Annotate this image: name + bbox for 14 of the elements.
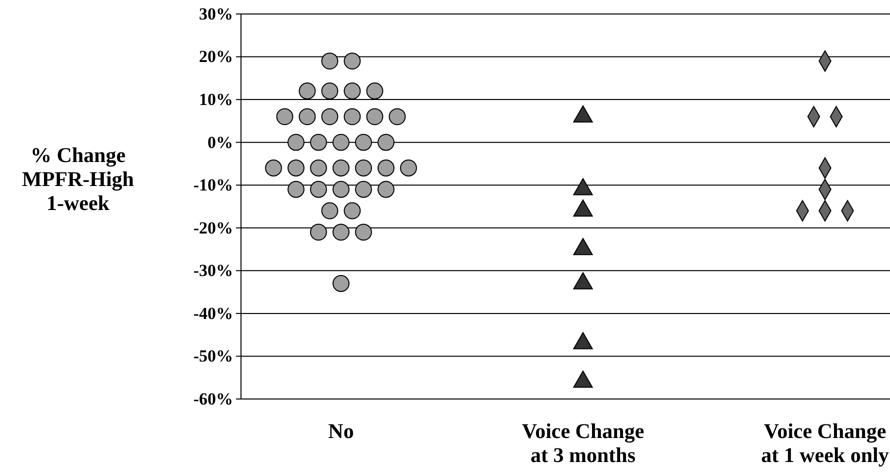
y-tick-label: 30% (199, 4, 233, 24)
y-tick-label: 10% (199, 90, 233, 109)
y-tick-label: -40% (193, 304, 233, 323)
y-tick-label: -20% (193, 218, 233, 238)
x-tick-label: Voice Change at 3 months (522, 419, 644, 467)
y-tick-label: 20% (199, 47, 233, 66)
x-tick-label: No (328, 419, 354, 443)
y-tick-label: 0% (208, 132, 233, 152)
y-tick-label: -30% (193, 261, 233, 280)
y-tick-label: -50% (193, 346, 233, 366)
y-axis-title: % Change MPFR-High 1-week (22, 143, 134, 215)
y-tick-label: -60% (193, 389, 233, 408)
y-tick-label: -10% (193, 176, 233, 195)
x-tick-label: Voice Change at 1 week only (761, 419, 890, 467)
